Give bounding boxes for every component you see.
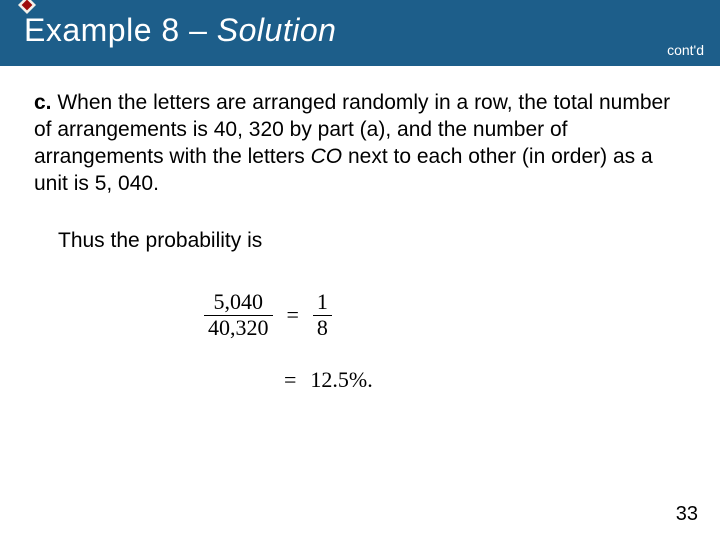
fraction-2-den: 8 bbox=[313, 316, 332, 340]
fraction-1-den: 40,320 bbox=[204, 316, 273, 340]
fraction-1-num: 5,040 bbox=[204, 290, 273, 315]
equals-2: = bbox=[280, 366, 300, 394]
title-bar: Example 8 – Solution cont'd bbox=[0, 0, 720, 66]
equation-row-2: = 12.5%. bbox=[280, 366, 674, 394]
equals-1: = bbox=[283, 301, 303, 329]
paragraph-c: c. When the letters are arranged randoml… bbox=[34, 90, 674, 198]
body-content: c. When the letters are arranged randoml… bbox=[34, 90, 674, 394]
item-label: c. bbox=[34, 91, 52, 114]
slide: Example 8 – Solution cont'd c. When the … bbox=[0, 0, 720, 540]
slide-title: Example 8 – Solution bbox=[24, 12, 336, 49]
title-prefix: Example 8 – bbox=[24, 12, 217, 48]
math-block: 5,040 40,320 = 1 8 = 12.5%. bbox=[204, 290, 674, 394]
title-italic: Solution bbox=[217, 12, 337, 48]
equation-row-1: 5,040 40,320 = 1 8 bbox=[204, 290, 674, 339]
fraction-1: 5,040 40,320 bbox=[204, 290, 273, 339]
result-percent: 12.5%. bbox=[310, 366, 372, 394]
fraction-2-num: 1 bbox=[313, 290, 332, 315]
fraction-2: 1 8 bbox=[313, 290, 332, 339]
title-contd: cont'd bbox=[667, 42, 704, 58]
thus-line: Thus the probability is bbox=[58, 228, 674, 255]
co-letters: CO bbox=[311, 145, 343, 168]
page-number: 33 bbox=[676, 503, 698, 526]
